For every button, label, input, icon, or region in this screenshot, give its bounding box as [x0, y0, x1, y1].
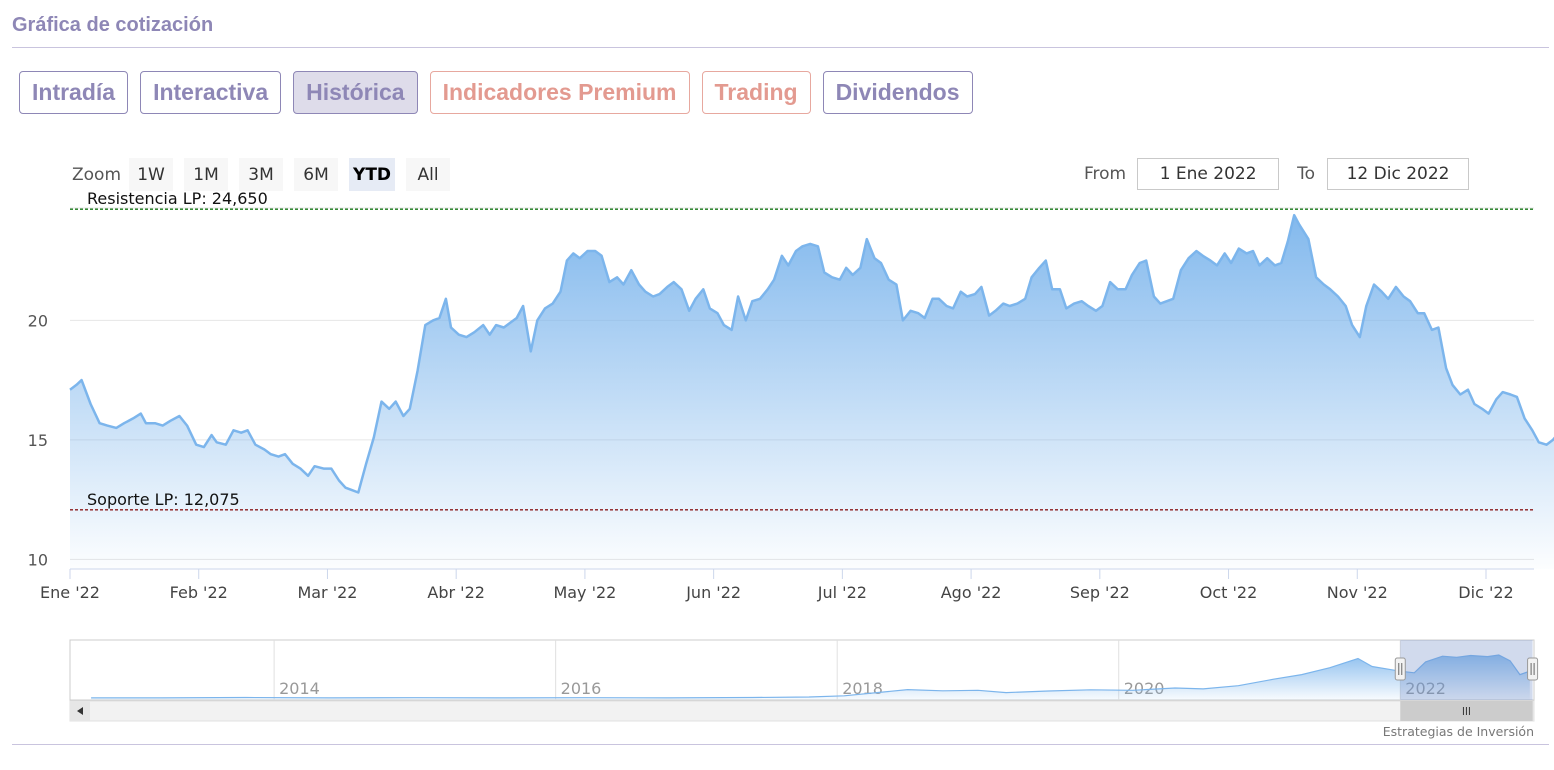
- x-tick-label: Oct '22: [1200, 583, 1258, 602]
- x-tick-label: Sep '22: [1070, 583, 1130, 602]
- zoom-selector: Zoom 1W 1M 3M 6M YTD All: [72, 158, 461, 191]
- zoom-label: Zoom: [72, 164, 122, 185]
- zoom-all-button[interactable]: All: [406, 158, 451, 191]
- x-tick-label: May '22: [553, 583, 616, 602]
- scroll-left-arrow-icon: [77, 707, 83, 715]
- zoom-6m-button[interactable]: 6M: [294, 158, 339, 191]
- tab-interactiva[interactable]: Interactiva: [140, 71, 282, 114]
- section-title: Gráfica de cotización: [12, 14, 214, 36]
- navigator-year-label: 2016: [561, 679, 602, 698]
- x-tick-label: Nov '22: [1327, 583, 1388, 602]
- y-tick-label: 20: [28, 311, 48, 330]
- navigator-line: [91, 654, 1530, 699]
- x-tick-label: Jul '22: [817, 583, 867, 602]
- tab-intradia[interactable]: Intradía: [19, 71, 129, 114]
- y-tick-label: 10: [28, 550, 48, 569]
- zoom-ytd-button[interactable]: YTD: [349, 158, 396, 191]
- to-label: To: [1297, 164, 1316, 184]
- support-label: Soporte LP: 12,075: [87, 490, 240, 509]
- x-tick-label: Dic '22: [1458, 583, 1513, 602]
- x-tick-label: Abr '22: [427, 583, 485, 602]
- bottom-divider: [12, 744, 1549, 745]
- resistance-label: Resistencia LP: 24,650: [87, 189, 268, 208]
- price-line: [69, 213, 1554, 494]
- navigator-left-handle[interactable]: [1394, 657, 1406, 681]
- navigator-right-handle[interactable]: [1527, 657, 1539, 681]
- x-tick-label: Jun '22: [685, 583, 741, 602]
- from-label: From: [1084, 164, 1127, 184]
- scrollbar-track[interactable]: [69, 700, 1535, 722]
- x-tick-label: Ene '22: [40, 583, 100, 602]
- x-tick-label: Ago '22: [941, 583, 1002, 602]
- tab-historica[interactable]: Histórica: [293, 71, 418, 114]
- title-divider: [12, 47, 1549, 48]
- zoom-3m-button[interactable]: 3M: [239, 158, 284, 191]
- chart-credit: Estrategias de Inversión: [1383, 724, 1534, 739]
- zoom-1m-button[interactable]: 1M: [184, 158, 229, 191]
- x-tick-label: Feb '22: [170, 583, 228, 602]
- to-date-input[interactable]: 12 Dic 2022: [1327, 158, 1470, 190]
- tab-indicadores-premium[interactable]: Indicadores Premium: [429, 71, 690, 114]
- navigator-selection[interactable]: [1400, 640, 1533, 700]
- chart-tabs: Intradía Interactiva Histórica Indicador…: [19, 71, 973, 116]
- zoom-1w-button[interactable]: 1W: [129, 158, 174, 191]
- navigator-year-label: 2014: [279, 679, 320, 698]
- tab-dividendos[interactable]: Dividendos: [822, 71, 973, 114]
- tab-trading[interactable]: Trading: [701, 71, 811, 114]
- x-tick-label: Mar '22: [297, 583, 357, 602]
- price-area: [70, 215, 1554, 569]
- from-date-input[interactable]: 1 Ene 2022: [1137, 158, 1280, 190]
- date-range: From 1 Ene 2022 To 12 Dic 2022: [1084, 158, 1470, 190]
- y-tick-label: 15: [28, 431, 48, 450]
